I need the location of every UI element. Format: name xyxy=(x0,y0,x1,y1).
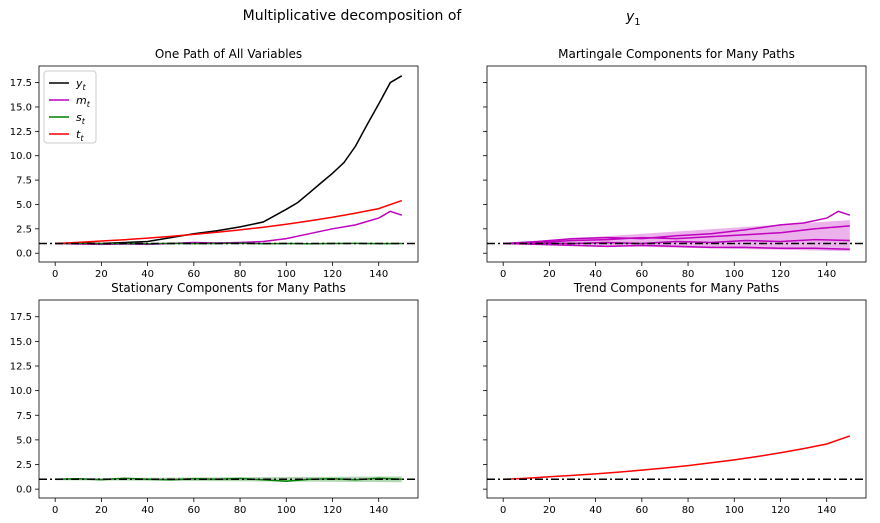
legend-frame xyxy=(43,70,97,144)
y-tick-label: 10.0 xyxy=(10,151,32,162)
x-tick-label: 60 xyxy=(187,269,200,280)
x-tick-label: 120 xyxy=(323,269,342,280)
x-tick-label: 100 xyxy=(277,269,296,280)
y-tick-label: 0.0 xyxy=(16,485,32,496)
x-tick-label: 120 xyxy=(771,269,790,280)
x-tick-label: 0 xyxy=(500,505,506,516)
panel-title: Martingale Components for Many Paths xyxy=(558,47,795,61)
x-tick-label: 20 xyxy=(543,505,556,516)
x-tick-label: 80 xyxy=(682,269,695,280)
axes-frame xyxy=(486,65,867,263)
x-tick-label: 140 xyxy=(369,505,388,516)
y-tick-label: 2.5 xyxy=(16,460,32,471)
x-tick-label: 0 xyxy=(52,269,58,280)
x-tick-label: 100 xyxy=(277,505,296,516)
x-tick-label: 60 xyxy=(635,269,648,280)
y-tick-label: 5.0 xyxy=(16,435,32,446)
x-tick-label: 80 xyxy=(234,269,247,280)
x-tick-label: 140 xyxy=(817,269,836,280)
figure-suptitle: Multiplicative decomposition of xyxy=(243,8,463,24)
x-tick-label: 140 xyxy=(817,505,836,516)
x-tick-label: 0 xyxy=(500,269,506,280)
panel-1: One Path of All Variables 0 20 40 60 80 100 120… xyxy=(10,47,419,280)
legend-label: st xyxy=(76,111,86,126)
x-tick-label: 140 xyxy=(369,269,388,280)
x-tick-label: 120 xyxy=(323,505,342,516)
panel-title: Stationary Components for Many Paths xyxy=(111,281,346,295)
axes-frame xyxy=(38,299,419,499)
y-tick-label: 7.5 xyxy=(16,411,32,422)
x-tick-label: 40 xyxy=(141,505,154,516)
panel-2: Martingale Components for Many Paths 0 20 4… xyxy=(483,47,867,280)
series-line-3 xyxy=(503,242,850,251)
suptitle-var: y xyxy=(625,9,635,25)
panel-3: Stationary Components for Many Paths 0 20 4… xyxy=(10,281,419,516)
axes-frame xyxy=(38,65,419,263)
y-tick-label: 15.0 xyxy=(10,102,32,113)
x-tick-label: 80 xyxy=(234,505,247,516)
panel-title: One Path of All Variables xyxy=(155,47,302,61)
y-tick-label: 17.5 xyxy=(10,312,32,323)
figure-suptitle-variable: y1 xyxy=(625,9,641,28)
y-tick-label: 2.5 xyxy=(16,224,32,235)
y-tick-label: 15.0 xyxy=(10,337,32,348)
panel-title: Trend Components for Many Paths xyxy=(573,281,780,295)
series-line-1 xyxy=(503,435,851,481)
series-line-1 xyxy=(503,210,851,245)
x-tick-label: 20 xyxy=(543,269,556,280)
series-line-4 xyxy=(55,199,403,245)
suptitle-sub: 1 xyxy=(634,17,640,28)
legend-label: tt xyxy=(76,128,84,143)
series-line-2 xyxy=(503,225,850,245)
x-tick-label: 40 xyxy=(589,269,602,280)
x-tick-label: 60 xyxy=(187,505,200,516)
series-line-4 xyxy=(503,238,850,245)
x-tick-label: 120 xyxy=(771,505,790,516)
x-tick-label: 40 xyxy=(589,505,602,516)
x-tick-label: 0 xyxy=(52,505,58,516)
x-tick-label: 20 xyxy=(95,505,108,516)
x-tick-label: 20 xyxy=(95,269,108,280)
x-tick-label: 80 xyxy=(682,505,695,516)
panel-4: Trend Components for Many Paths 0 20 40 60 80… xyxy=(483,281,867,516)
y-tick-label: 7.5 xyxy=(16,176,32,187)
y-tick-label: 17.5 xyxy=(10,78,32,89)
series-line-1 xyxy=(55,75,403,245)
y-tick-label: 12.5 xyxy=(10,362,32,373)
legend: yt mt st tt xyxy=(43,70,97,144)
x-tick-label: 100 xyxy=(725,505,744,516)
x-tick-label: 100 xyxy=(725,269,744,280)
axes-frame xyxy=(486,299,867,499)
legend-label: mt xyxy=(76,94,91,109)
y-tick-label: 10.0 xyxy=(10,386,32,397)
x-tick-label: 60 xyxy=(635,505,648,516)
y-tick-label: 5.0 xyxy=(16,200,32,211)
legend-label: yt xyxy=(75,77,87,92)
y-tick-label: 0.0 xyxy=(16,249,32,260)
series-line-2 xyxy=(55,210,403,246)
y-tick-label: 12.5 xyxy=(10,127,32,138)
x-tick-label: 40 xyxy=(141,269,154,280)
